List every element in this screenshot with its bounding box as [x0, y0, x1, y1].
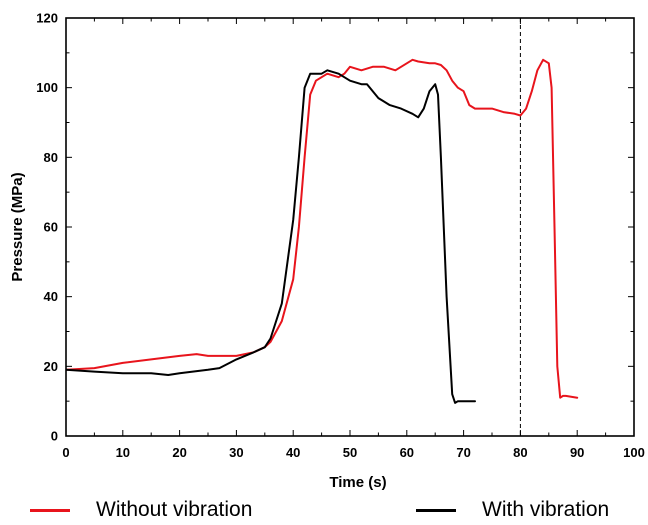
legend-label: With vibration	[482, 498, 610, 521]
y-tick-label: 0	[51, 429, 58, 444]
y-tick-label: 120	[36, 11, 58, 26]
y-tick-label: 40	[44, 289, 58, 304]
legend-label: Without vibration	[96, 498, 253, 521]
legend-entry-without-vibration: Without vibration	[30, 498, 252, 522]
y-tick-label: 80	[44, 150, 58, 165]
y-axis-label: Pressure (MPa)	[9, 172, 26, 281]
series-line-with-vibration	[66, 69, 476, 404]
x-tick-label: 100	[623, 445, 645, 460]
x-tick-label: 0	[62, 445, 69, 460]
x-tick-label: 20	[172, 445, 186, 460]
x-tick-label: 10	[116, 445, 130, 460]
x-tick-label: 40	[286, 445, 300, 460]
legend-swatch-red	[30, 508, 70, 512]
y-tick-label: 100	[36, 80, 58, 95]
y-tick-label: 60	[44, 220, 58, 235]
x-tick-label: 90	[570, 445, 584, 460]
series-line-without-vibration	[66, 58, 579, 399]
x-tick-label: 50	[343, 445, 357, 460]
x-tick-label: 70	[456, 445, 470, 460]
legend-swatch-black	[416, 508, 456, 512]
x-axis-label: Time (s)	[329, 474, 386, 491]
x-tick-label: 30	[229, 445, 243, 460]
x-tick-label: 60	[400, 445, 414, 460]
legend-entry-with-vibration: With vibration	[416, 498, 609, 522]
y-tick-label: 20	[44, 359, 58, 374]
plot-area: 0 10 20 30 40 50 60 70 80 90 100 0 20 40 60 80 100 120	[36, 11, 645, 461]
x-tick-label: 80	[513, 445, 527, 460]
